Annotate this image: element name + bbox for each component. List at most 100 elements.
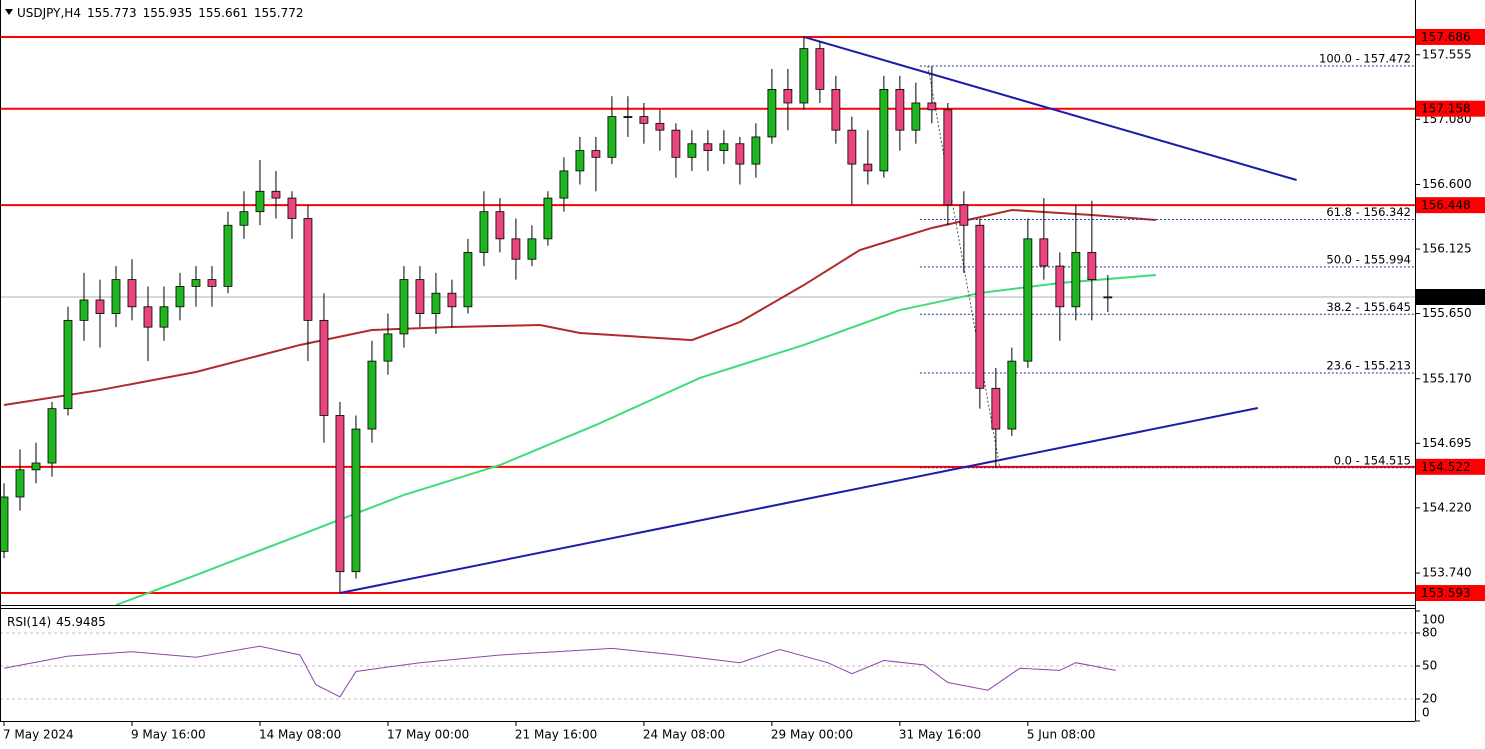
candle-body [751, 136, 761, 165]
candle-body [287, 197, 297, 219]
candle-body [703, 143, 713, 151]
level-label: 157.158 [1421, 102, 1471, 116]
candle-body [687, 143, 697, 158]
level-label-box [1416, 458, 1485, 475]
rsi-title: RSI(14) [7, 615, 51, 629]
x-tick-label: 17 May 00:00 [387, 728, 469, 742]
candle-body [719, 143, 729, 151]
x-tick-label: 29 May 00:00 [771, 728, 853, 742]
candle-body [367, 360, 377, 430]
candle-body [15, 469, 25, 498]
candle-body [511, 238, 521, 260]
level-label: 156.448 [1421, 198, 1471, 212]
moving-average [115, 273, 1156, 605]
y-tick-label: 153.740 [1422, 566, 1472, 580]
y-tick-label: 0 [1422, 706, 1430, 720]
rsi-line [3, 645, 1116, 698]
candle-body [543, 197, 553, 240]
rsi-header: RSI(14) 45.9485 [7, 615, 106, 629]
candle-body [335, 415, 345, 573]
candle-body [175, 286, 185, 308]
candle-body [463, 252, 473, 308]
candle-body [991, 387, 1001, 430]
candle-body [959, 204, 969, 226]
y-tick-label: 155.170 [1422, 371, 1472, 385]
candle-body [1023, 238, 1033, 362]
candle-body [79, 299, 89, 321]
x-tick-label: 21 May 16:00 [515, 728, 597, 742]
y-tick-label: 155.650 [1422, 306, 1472, 320]
candle-body [399, 279, 409, 335]
price-panel: 100.0 - 157.472 61.8 - 156.342 50.0 - 155.… [0, 35, 1415, 605]
symbol-header: USDJPY,H4 155.773 155.935 155.661 155.772 [17, 6, 303, 20]
candle-body [207, 279, 217, 287]
candle-body [735, 143, 745, 165]
candle-body [127, 279, 137, 308]
header-close: 155.772 [254, 6, 304, 20]
candle-body [1039, 238, 1049, 267]
header-low: 155.661 [198, 6, 248, 20]
candle-body [527, 238, 537, 260]
candle-body [655, 122, 665, 131]
x-tick-label: 31 May 16:00 [899, 728, 981, 742]
level-label-box [1416, 197, 1485, 214]
last-price-label: 155.772 [1421, 290, 1471, 304]
candle-body [1055, 265, 1065, 308]
y-tick-label: 154.220 [1422, 500, 1472, 514]
level-label: 154.522 [1421, 460, 1471, 474]
candle-body [799, 48, 809, 104]
candle-body [879, 88, 889, 172]
candle-body [847, 129, 857, 165]
candle-body [1007, 360, 1017, 430]
candle-body [271, 190, 281, 199]
level-label-box [1416, 100, 1485, 117]
candle-body [1087, 252, 1097, 281]
rsi-panel [0, 632, 1415, 700]
candle-body [95, 299, 105, 314]
candle-body [303, 218, 313, 321]
candle-body [415, 279, 425, 314]
candle-body [815, 48, 825, 90]
candle-body [495, 211, 505, 240]
candle-body [447, 292, 457, 308]
symbol-menu-arrow [5, 9, 13, 15]
rsi-last-value: 45.9485 [56, 615, 106, 629]
candle-body [383, 333, 393, 362]
header-high: 155.935 [143, 6, 193, 20]
level-label: 153.593 [1421, 586, 1471, 600]
y-tick-label: 156.125 [1422, 242, 1472, 256]
candle-body [1071, 252, 1081, 308]
candle-body [559, 170, 569, 199]
level-label: 157.686 [1421, 30, 1471, 44]
candle-body [783, 88, 793, 104]
candle-body [607, 116, 617, 158]
candle-body [63, 319, 73, 410]
y-tick-label: 80 [1422, 626, 1437, 640]
candle-body [47, 408, 57, 464]
candle-body [639, 116, 649, 124]
candle-body [479, 211, 489, 253]
y-tick-label: 157.555 [1422, 47, 1472, 61]
trendline [339, 407, 1259, 595]
y-tick-label: 156.600 [1422, 177, 1472, 191]
fib-label: 0.0 - 154.515 [1334, 453, 1411, 467]
y-tick-label: 50 [1422, 659, 1437, 673]
candle-body [111, 279, 121, 314]
fib-label: 38.2 - 155.645 [1326, 300, 1411, 314]
candle-body [591, 150, 601, 158]
candle-body [911, 102, 921, 131]
symbol: USDJPY,H4 [17, 6, 81, 20]
candle-body [575, 150, 585, 172]
candle-body [31, 462, 41, 471]
candle-body [895, 88, 905, 131]
candle-body [223, 224, 233, 287]
trendline [803, 35, 1297, 181]
candle-body [431, 292, 441, 314]
fib-label: 61.8 - 156.342 [1326, 205, 1411, 219]
x-tick-label: 9 May 16:00 [131, 728, 206, 742]
candle-body [671, 129, 681, 158]
candle-body [239, 211, 249, 226]
